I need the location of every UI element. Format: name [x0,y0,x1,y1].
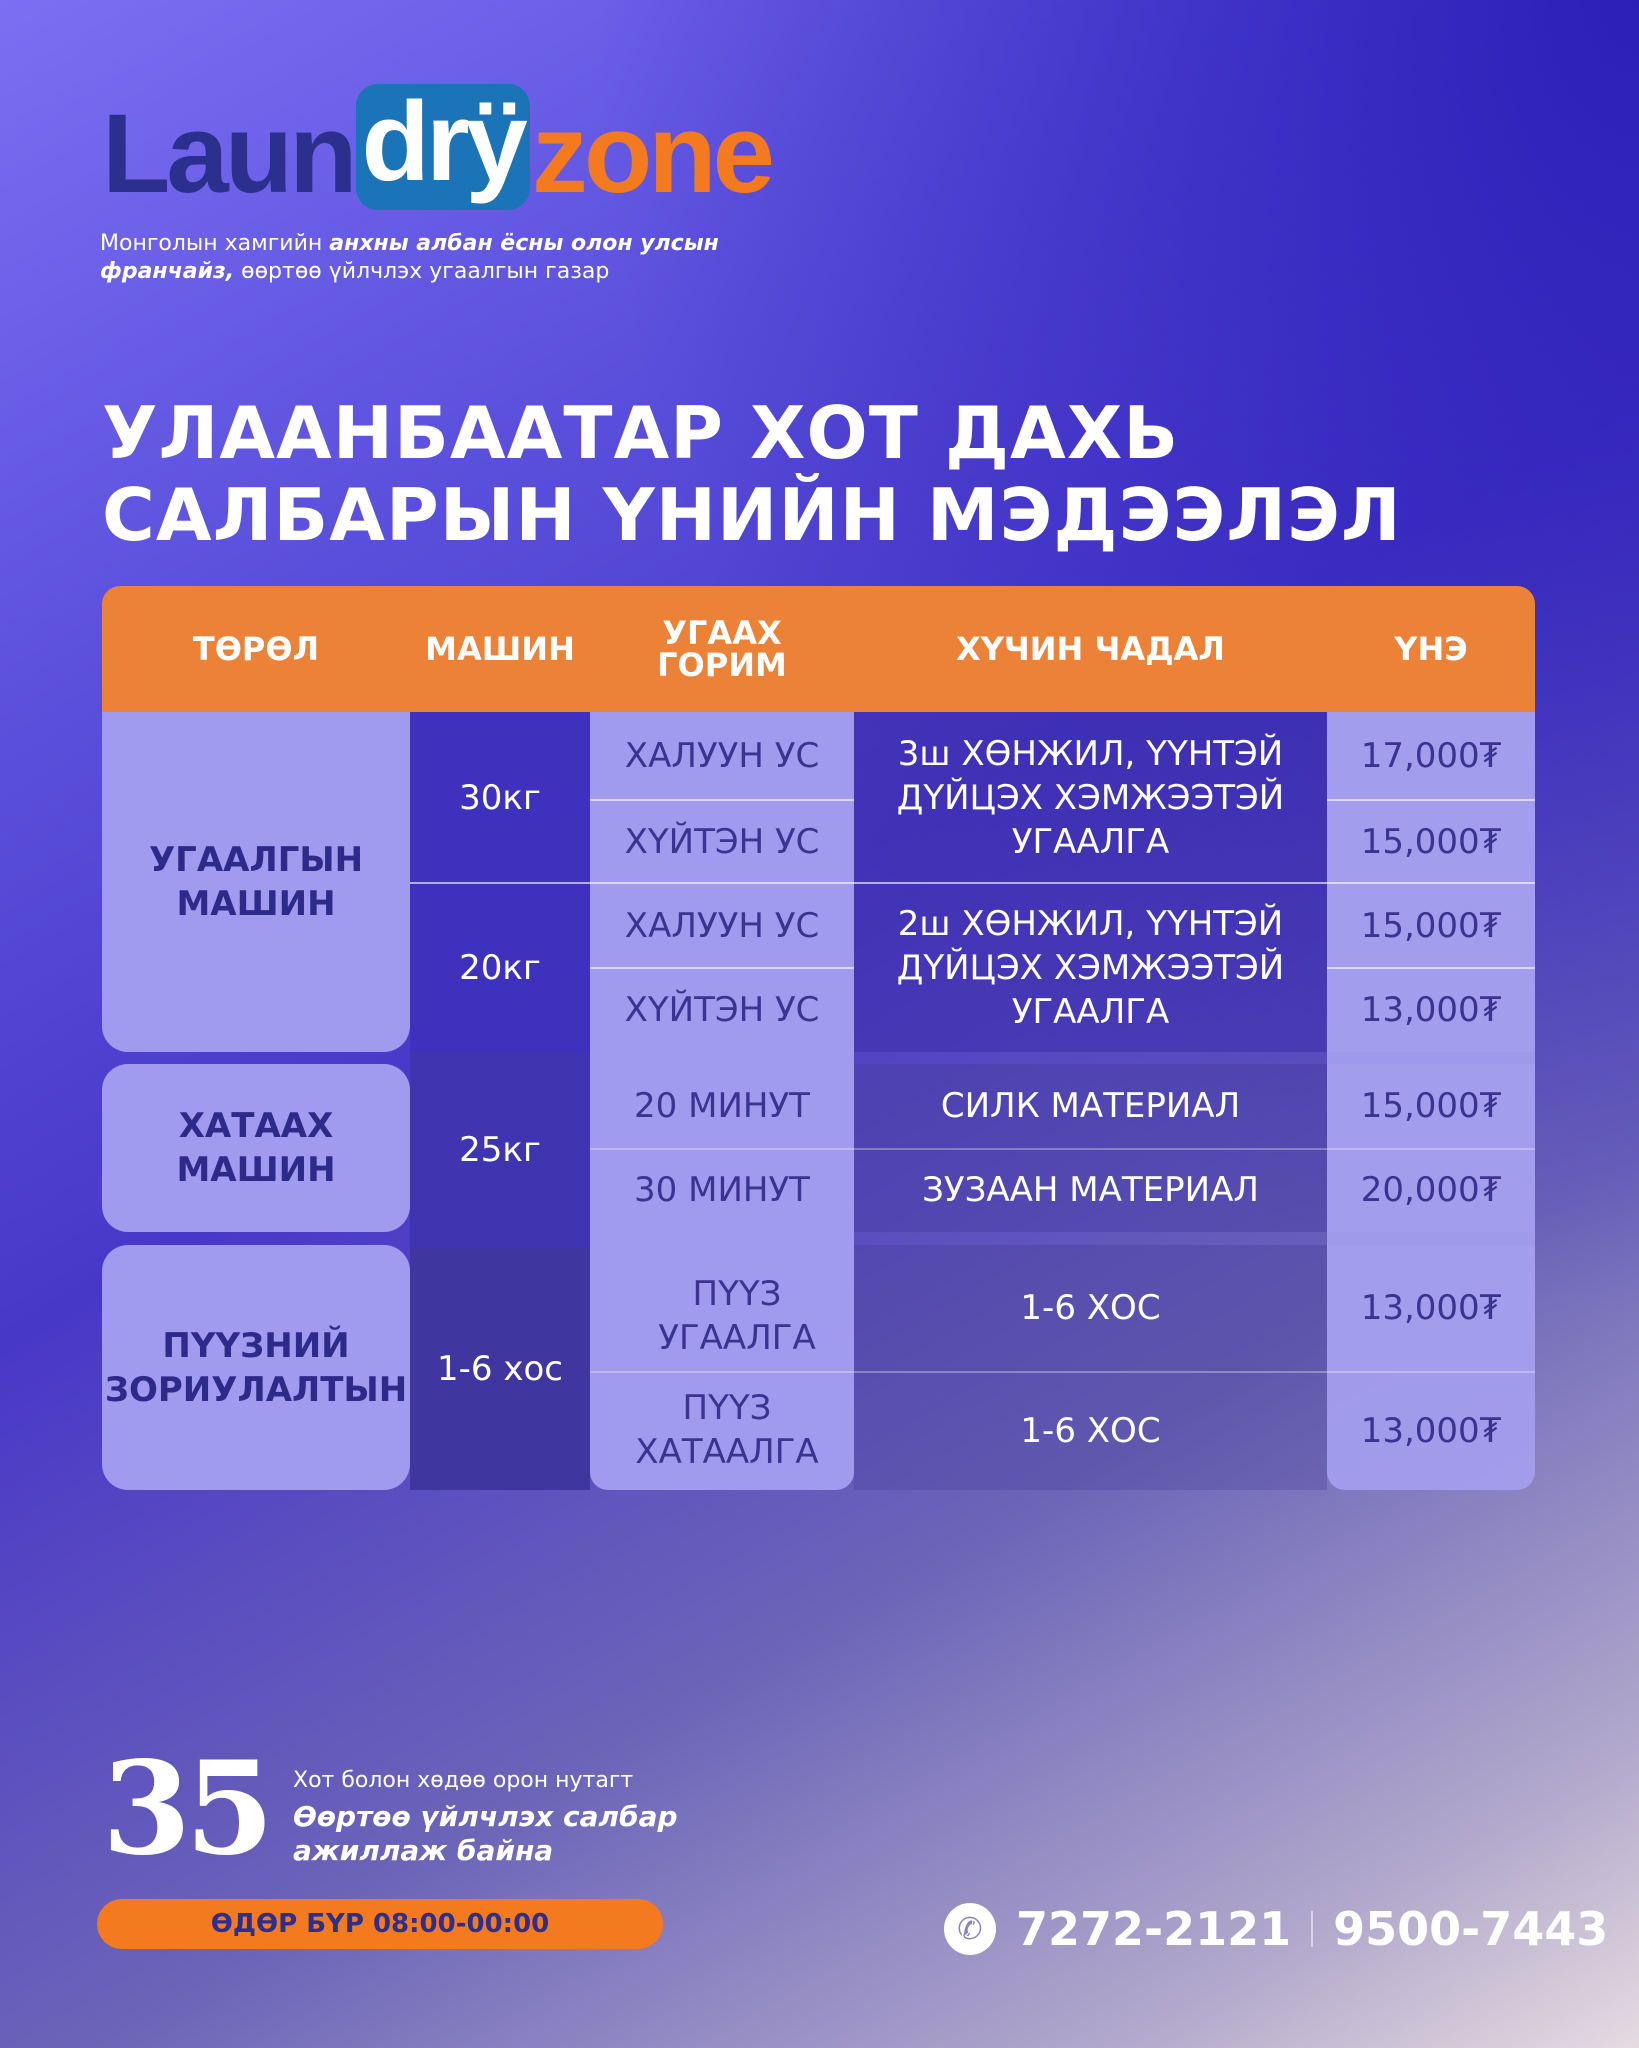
opening-hours-badge: ӨДӨР БҮР 08:00-00:00 [97,1899,663,1949]
capacity-cell: 1-6 ХОС [854,1371,1327,1490]
mode-cell: ХҮЙТЭН УС [590,800,854,883]
header-mode: УГААХ ГОРИМ [657,614,787,684]
phone-2[interactable]: 9500-7443 [1333,1902,1609,1956]
tagline-bold: анхны албан ёсны олон улсын франчайз, [100,231,719,284]
logo-part: drÿ [355,84,530,210]
title-line: САЛБАРЫН ҮНИЙН МЭДЭЭЛЭЛ [102,473,1402,557]
header-price: ҮНЭ [1394,630,1468,668]
price-cell: 17,000₮ [1327,712,1535,800]
price-cell: 20,000₮ [1327,1148,1535,1232]
row-divider [1327,799,1535,801]
mode-cell: ХАЛУУН УС [590,883,854,968]
capacity-cell: 1-6 ХОС [854,1245,1327,1371]
phone-numbers: ✆ 7272-2121 9500-7443 [944,1902,1608,1956]
mode-cell: ХҮЙТЭН УС [590,968,854,1052]
mode-cell: ПҮҮЗ ХАТААЛГА [620,1375,834,1485]
branch-caption-bold: Өөртөө үйлчлэх салбар ажиллаж байна [293,1800,678,1867]
price-cell: 13,000₮ [1327,1245,1535,1371]
header-machine: МАШИН [425,630,575,668]
mode-cell: 20 МИНУТ [590,1064,854,1148]
type-cell: ПҮҮЗНИЙ ЗОРИУЛАЛТЫН [102,1245,410,1490]
row-divider [590,799,854,801]
row-divider [590,1148,1535,1150]
type-cell: УГААЛГЫН МАШИН [102,712,410,1052]
table-header [102,586,1535,712]
mode-cell: ХАЛУУН УС [590,712,854,800]
machine-cell: 25кг [410,1052,590,1248]
mode-cell: 30 МИНУТ [590,1148,854,1232]
machine-cell: 1-6 хос [410,1248,590,1490]
tagline-text: Монголын хамгийн [100,231,330,256]
capacity-cell: 2ш ХӨНЖИЛ, ҮҮНТЭЙ ДҮЙЦЭХ ХЭМЖЭЭТЭЙ УГААЛ… [854,883,1327,1052]
header-type: ТӨРӨЛ [192,630,320,668]
type-cell: ХАТААХ МАШИН [102,1064,410,1232]
price-cell: 15,000₮ [1327,800,1535,883]
price-cell: 15,000₮ [1327,883,1535,968]
row-divider [590,967,854,969]
logo-part: Laun [102,91,358,216]
row-divider [1327,967,1535,969]
tagline-text: өөртөө үйлчлэх угаалгын газар [234,259,610,284]
phone-icon: ✆ [944,1903,996,1955]
logo-part: zone [531,91,775,216]
branch-count: 35 [102,1734,274,1884]
tagline: Монголын хамгийн анхны албан ёсны олон у… [100,230,740,286]
branch-caption: Хот болон хөдөө орон нутагт [293,1768,634,1793]
price-cell: 15,000₮ [1327,1064,1535,1148]
divider [1311,1911,1314,1947]
machine-cell: 20кг [410,883,590,1052]
price-cell: 13,000₮ [1360,1410,1502,1451]
logo: Laun drÿ zone [102,84,775,216]
row-divider [410,882,1535,884]
row-divider [590,1371,1535,1373]
capacity-cell: СИЛК МАТЕРИАЛ [854,1064,1327,1148]
mode-cell: ПҮҮЗ УГААЛГА [620,1260,854,1371]
header-capacity: ХҮЧИН ЧАДАЛ [956,630,1225,668]
machine-cell: 30кг [410,712,590,883]
capacity-cell: ЗУЗААН МАТЕРИАЛ [854,1148,1327,1232]
price-cell: 13,000₮ [1327,968,1535,1052]
title-line: УЛААНБААТАР ХОТ ДАХЬ [102,391,1180,475]
page-title: УЛААНБААТАР ХОТ ДАХЬ САЛБАРЫН ҮНИЙН МЭДЭЭ… [102,392,1402,556]
capacity-cell: 3ш ХӨНЖИЛ, ҮҮНТЭЙ ДҮЙЦЭХ ХЭМЖЭЭТЭЙ УГААЛ… [854,712,1327,883]
phone-1[interactable]: 7272-2121 [1016,1902,1292,1956]
